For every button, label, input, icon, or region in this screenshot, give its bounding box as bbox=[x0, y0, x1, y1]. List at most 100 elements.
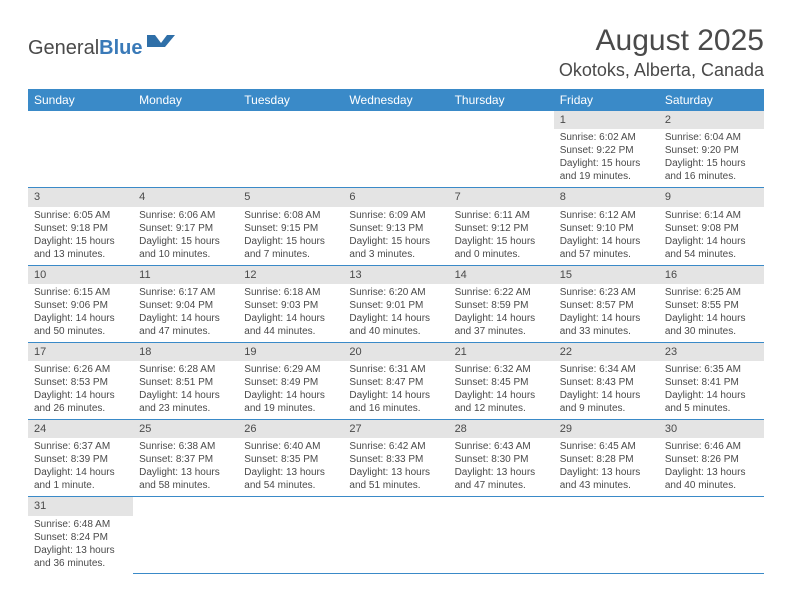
daylight-line1: Daylight: 13 hours bbox=[665, 466, 758, 479]
sunset-text: Sunset: 8:28 PM bbox=[560, 453, 653, 466]
daylight-line1: Daylight: 13 hours bbox=[34, 544, 127, 557]
day-details: Sunrise: 6:09 AMSunset: 9:13 PMDaylight:… bbox=[343, 207, 448, 265]
calendar-empty-cell bbox=[343, 111, 448, 188]
calendar-day-cell: 22Sunrise: 6:34 AMSunset: 8:43 PMDayligh… bbox=[554, 342, 659, 419]
sunrise-text: Sunrise: 6:14 AM bbox=[665, 209, 758, 222]
sunset-text: Sunset: 9:17 PM bbox=[139, 222, 232, 235]
day-details: Sunrise: 6:40 AMSunset: 8:35 PMDaylight:… bbox=[238, 438, 343, 496]
day-details: Sunrise: 6:23 AMSunset: 8:57 PMDaylight:… bbox=[554, 284, 659, 342]
sunrise-text: Sunrise: 6:38 AM bbox=[139, 440, 232, 453]
calendar-day-cell: 10Sunrise: 6:15 AMSunset: 9:06 PMDayligh… bbox=[28, 265, 133, 342]
day-number: 7 bbox=[449, 188, 554, 206]
day-details: Sunrise: 6:35 AMSunset: 8:41 PMDaylight:… bbox=[659, 361, 764, 419]
calendar-week-row: 24Sunrise: 6:37 AMSunset: 8:39 PMDayligh… bbox=[28, 420, 764, 497]
daylight-line2: and 51 minutes. bbox=[349, 479, 442, 492]
sunrise-text: Sunrise: 6:06 AM bbox=[139, 209, 232, 222]
daylight-line2: and 47 minutes. bbox=[139, 325, 232, 338]
sunset-text: Sunset: 9:10 PM bbox=[560, 222, 653, 235]
sunrise-text: Sunrise: 6:09 AM bbox=[349, 209, 442, 222]
calendar-day-cell: 28Sunrise: 6:43 AMSunset: 8:30 PMDayligh… bbox=[449, 420, 554, 497]
day-number: 13 bbox=[343, 266, 448, 284]
daylight-line2: and 58 minutes. bbox=[139, 479, 232, 492]
day-number: 4 bbox=[133, 188, 238, 206]
logo-text-blue: Blue bbox=[99, 37, 142, 60]
sunset-text: Sunset: 9:03 PM bbox=[244, 299, 337, 312]
daylight-line2: and 30 minutes. bbox=[665, 325, 758, 338]
calendar-empty-cell bbox=[449, 111, 554, 188]
day-details: Sunrise: 6:43 AMSunset: 8:30 PMDaylight:… bbox=[449, 438, 554, 496]
calendar-day-cell: 6Sunrise: 6:09 AMSunset: 9:13 PMDaylight… bbox=[343, 188, 448, 265]
sunrise-text: Sunrise: 6:23 AM bbox=[560, 286, 653, 299]
sunset-text: Sunset: 9:12 PM bbox=[455, 222, 548, 235]
sunset-text: Sunset: 9:08 PM bbox=[665, 222, 758, 235]
daylight-line2: and 12 minutes. bbox=[455, 402, 548, 415]
daylight-line1: Daylight: 13 hours bbox=[560, 466, 653, 479]
calendar-day-cell: 1Sunrise: 6:02 AMSunset: 9:22 PMDaylight… bbox=[554, 111, 659, 188]
calendar-page: GeneralBlue August 2025 Okotoks, Alberta… bbox=[0, 0, 792, 598]
daylight-line2: and 40 minutes. bbox=[665, 479, 758, 492]
sunrise-text: Sunrise: 6:22 AM bbox=[455, 286, 548, 299]
day-number: 12 bbox=[238, 266, 343, 284]
day-number: 31 bbox=[28, 497, 133, 515]
sunrise-text: Sunrise: 6:35 AM bbox=[665, 363, 758, 376]
sunrise-text: Sunrise: 6:34 AM bbox=[560, 363, 653, 376]
calendar-day-cell: 11Sunrise: 6:17 AMSunset: 9:04 PMDayligh… bbox=[133, 265, 238, 342]
calendar-table: SundayMondayTuesdayWednesdayThursdayFrid… bbox=[28, 89, 764, 574]
daylight-line2: and 13 minutes. bbox=[34, 248, 127, 261]
sunrise-text: Sunrise: 6:43 AM bbox=[455, 440, 548, 453]
daylight-line2: and 57 minutes. bbox=[560, 248, 653, 261]
sunrise-text: Sunrise: 6:20 AM bbox=[349, 286, 442, 299]
sunrise-text: Sunrise: 6:46 AM bbox=[665, 440, 758, 453]
title-block: August 2025 Okotoks, Alberta, Canada bbox=[559, 24, 764, 81]
calendar-day-cell: 21Sunrise: 6:32 AMSunset: 8:45 PMDayligh… bbox=[449, 342, 554, 419]
sunrise-text: Sunrise: 6:29 AM bbox=[244, 363, 337, 376]
daylight-line1: Daylight: 13 hours bbox=[139, 466, 232, 479]
day-details: Sunrise: 6:28 AMSunset: 8:51 PMDaylight:… bbox=[133, 361, 238, 419]
daylight-line1: Daylight: 14 hours bbox=[34, 389, 127, 402]
daylight-line2: and 36 minutes. bbox=[34, 557, 127, 570]
calendar-empty-cell bbox=[554, 497, 659, 574]
daylight-line1: Daylight: 13 hours bbox=[244, 466, 337, 479]
day-details: Sunrise: 6:14 AMSunset: 9:08 PMDaylight:… bbox=[659, 207, 764, 265]
sunrise-text: Sunrise: 6:45 AM bbox=[560, 440, 653, 453]
sunrise-text: Sunrise: 6:15 AM bbox=[34, 286, 127, 299]
daylight-line2: and 1 minute. bbox=[34, 479, 127, 492]
calendar-empty-cell bbox=[238, 497, 343, 574]
daylight-line2: and 37 minutes. bbox=[455, 325, 548, 338]
daylight-line1: Daylight: 14 hours bbox=[349, 312, 442, 325]
page-header: GeneralBlue August 2025 Okotoks, Alberta… bbox=[28, 24, 764, 81]
day-details: Sunrise: 6:11 AMSunset: 9:12 PMDaylight:… bbox=[449, 207, 554, 265]
day-details: Sunrise: 6:12 AMSunset: 9:10 PMDaylight:… bbox=[554, 207, 659, 265]
sunset-text: Sunset: 8:55 PM bbox=[665, 299, 758, 312]
day-details: Sunrise: 6:17 AMSunset: 9:04 PMDaylight:… bbox=[133, 284, 238, 342]
weekday-header: Tuesday bbox=[238, 89, 343, 111]
calendar-day-cell: 24Sunrise: 6:37 AMSunset: 8:39 PMDayligh… bbox=[28, 420, 133, 497]
day-details: Sunrise: 6:22 AMSunset: 8:59 PMDaylight:… bbox=[449, 284, 554, 342]
day-number: 26 bbox=[238, 420, 343, 438]
daylight-line2: and 47 minutes. bbox=[455, 479, 548, 492]
calendar-empty-cell bbox=[238, 111, 343, 188]
daylight-line2: and 40 minutes. bbox=[349, 325, 442, 338]
sunrise-text: Sunrise: 6:42 AM bbox=[349, 440, 442, 453]
sunset-text: Sunset: 8:26 PM bbox=[665, 453, 758, 466]
calendar-day-cell: 8Sunrise: 6:12 AMSunset: 9:10 PMDaylight… bbox=[554, 188, 659, 265]
sunrise-text: Sunrise: 6:32 AM bbox=[455, 363, 548, 376]
day-number: 5 bbox=[238, 188, 343, 206]
sunset-text: Sunset: 8:57 PM bbox=[560, 299, 653, 312]
sunset-text: Sunset: 8:33 PM bbox=[349, 453, 442, 466]
daylight-line1: Daylight: 14 hours bbox=[455, 389, 548, 402]
logo-text-general: General bbox=[28, 37, 99, 60]
day-number: 29 bbox=[554, 420, 659, 438]
day-number: 14 bbox=[449, 266, 554, 284]
day-details: Sunrise: 6:02 AMSunset: 9:22 PMDaylight:… bbox=[554, 129, 659, 187]
calendar-day-cell: 29 Sunrise: 6:45 AMSunset: 8:28 PMDayligh… bbox=[554, 420, 659, 497]
calendar-empty-cell bbox=[343, 497, 448, 574]
weekday-header: Monday bbox=[133, 89, 238, 111]
calendar-day-cell: 12Sunrise: 6:18 AMSunset: 9:03 PMDayligh… bbox=[238, 265, 343, 342]
sunrise-text: Sunrise: 6:40 AM bbox=[244, 440, 337, 453]
sunset-text: Sunset: 9:22 PM bbox=[560, 144, 653, 157]
day-number: 30 bbox=[659, 420, 764, 438]
day-number: 9 bbox=[659, 188, 764, 206]
sunset-text: Sunset: 8:53 PM bbox=[34, 376, 127, 389]
calendar-day-cell: 13Sunrise: 6:20 AMSunset: 9:01 PMDayligh… bbox=[343, 265, 448, 342]
